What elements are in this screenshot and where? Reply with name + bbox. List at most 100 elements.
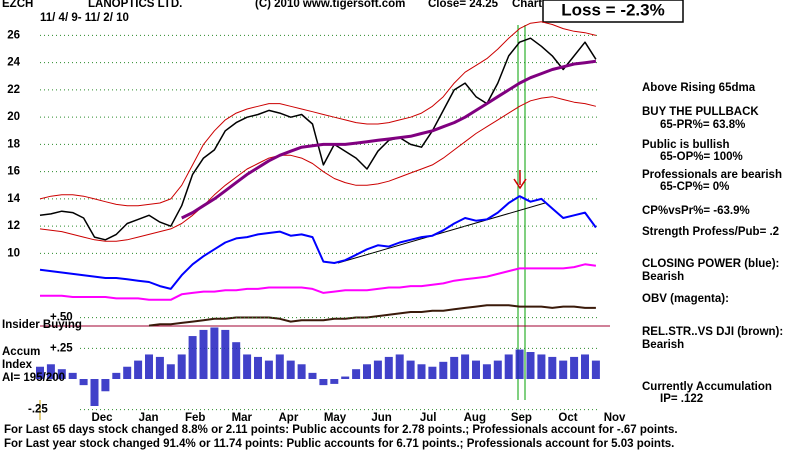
accum-bar (79, 379, 88, 386)
y-tick-label: 24 (7, 57, 20, 69)
banner: Loss = -2.3% (561, 0, 664, 19)
banner-box (542, 0, 684, 23)
accum-bar (254, 356, 262, 379)
series-line (39, 195, 597, 290)
accum-bar (199, 329, 208, 379)
note: Above Rising 65dma (642, 82, 756, 94)
note: 65-CP%= 0% (660, 181, 729, 193)
accum-bar (417, 364, 426, 379)
y-tick-label: 26 (7, 29, 20, 41)
y-tick-label: 20 (7, 111, 20, 123)
x-tick-label: Aug (464, 412, 486, 424)
footer-line: For Last year stock changed 91.4% or 11.… (4, 438, 674, 450)
panel-label: AI= 195/200 (2, 372, 65, 384)
x-tick-label: Apr (278, 412, 298, 424)
series-line (39, 96, 597, 242)
accum-bar (515, 349, 524, 379)
accum-bar (570, 356, 579, 379)
accum-bar (472, 360, 480, 379)
accum-bar (406, 360, 415, 379)
accum-bar (101, 379, 110, 392)
note: CP%vsPr%= -63.9% (642, 205, 750, 217)
accum-bar (68, 372, 77, 379)
accum-bar (57, 369, 66, 379)
note: Bearish (642, 271, 684, 283)
accum-bar (123, 366, 132, 379)
x-tick-label: Feb (185, 412, 205, 424)
footer-line: For Last 65 days stock changed 8.8% or 2… (4, 424, 678, 436)
accum-bar (330, 379, 339, 384)
accum-tick-label: +.25 (50, 342, 73, 354)
note: IP= .122 (660, 393, 703, 405)
accum-bar (450, 356, 459, 379)
accum-bar (134, 360, 143, 379)
accum-bar (112, 372, 121, 379)
accum-bar (428, 366, 437, 379)
x-tick-label: May (324, 412, 347, 424)
accum-bar (537, 354, 546, 379)
accum-bar (581, 354, 589, 379)
accum-bar (384, 356, 393, 379)
y-tick-label: 16 (7, 166, 20, 178)
accum-bar (275, 354, 284, 379)
note: REL.STR..VS DJI (brown): (642, 326, 783, 338)
panel-label: Index (2, 359, 33, 371)
panel-label: Insider Buying (2, 319, 82, 331)
accum-bar (319, 379, 328, 386)
x-tick-label: Mar (232, 412, 253, 424)
chart-label: Chart (512, 0, 542, 10)
accum-bar (155, 356, 164, 379)
x-tick-label: Jan (139, 412, 159, 424)
accum-bar (439, 361, 448, 379)
note: 65-OP%= 100% (660, 151, 743, 163)
note: Currently Accumulation (642, 381, 772, 393)
note: Professionals are bearish (642, 169, 782, 181)
accum-bar (166, 364, 175, 379)
note: CLOSING POWER (blue): (642, 258, 779, 270)
y-tick-label: 10 (7, 247, 20, 259)
series-line (40, 263, 597, 301)
accum-bar (243, 354, 252, 379)
y-tick-label: 12 (7, 220, 20, 232)
note: 65-PR%= 63.8% (660, 119, 745, 131)
panel-label: Accum (2, 346, 40, 358)
accum-tick-label: +.50 (50, 312, 73, 324)
y-tick-label: 14 (7, 193, 20, 205)
x-tick-label: Nov (604, 412, 626, 424)
accum-bar (504, 354, 513, 379)
accum-bar (36, 366, 44, 379)
note: Public is bullish (642, 139, 730, 151)
accum-bar (352, 369, 361, 379)
chart-title: LANOPTICS LTD. (88, 0, 182, 10)
copyright: (C) 2010 www.tigersoft.com (255, 0, 405, 10)
accum-bar (232, 342, 241, 379)
note: Bearish (642, 339, 684, 351)
x-tick-label: Sep (511, 412, 532, 424)
accum-bar (482, 364, 491, 379)
accum-bar (461, 354, 470, 379)
close-price: Close= 24.25 (428, 0, 499, 10)
accum-bar (188, 336, 197, 379)
accum-bar (493, 360, 502, 379)
accum-bar (559, 360, 568, 379)
accum-bar (526, 352, 535, 379)
accum-bar (395, 354, 404, 379)
x-tick-label: Jun (371, 412, 391, 424)
note: OBV (magenta): (642, 293, 729, 305)
accum-bar (297, 364, 306, 379)
series-line (39, 21, 597, 207)
accum-bar (145, 354, 153, 379)
note: Strength Profess/Pub= .2 (642, 226, 779, 238)
accum-bar (363, 364, 371, 379)
y-tick-label: 22 (7, 84, 20, 96)
series-line (148, 304, 596, 327)
accum-bar (548, 356, 557, 379)
accum-bar (177, 354, 186, 379)
accum-bar (264, 360, 273, 379)
series-line (181, 59, 597, 220)
ticker: EZCH (2, 0, 33, 10)
accum-bar (308, 372, 317, 379)
accum-bar (46, 364, 55, 379)
